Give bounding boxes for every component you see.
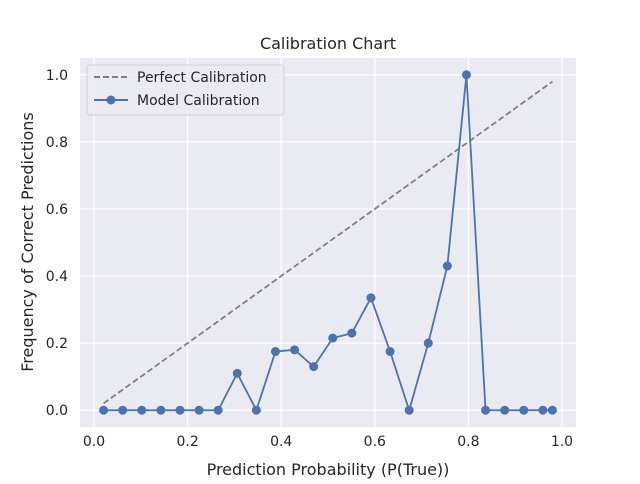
y-tick-label: 0.0 bbox=[46, 403, 68, 419]
x-tick-label: 0.4 bbox=[270, 434, 292, 450]
model-calibration-point bbox=[175, 405, 185, 415]
y-tick-label: 0.2 bbox=[46, 336, 68, 352]
legend: Perfect Calibration Model Calibration bbox=[86, 64, 285, 116]
model-calibration-point bbox=[309, 362, 319, 372]
model-calibration-point bbox=[251, 405, 261, 415]
model-calibration-point bbox=[347, 328, 357, 338]
x-tick-label: 0.6 bbox=[364, 434, 386, 450]
model-calibration-point bbox=[461, 70, 471, 80]
legend-model-calibration-label: Model Calibration bbox=[137, 93, 260, 109]
plot-area bbox=[80, 58, 576, 427]
model-calibration-point bbox=[519, 405, 529, 415]
model-calibration-point bbox=[385, 347, 395, 357]
series-layer bbox=[99, 70, 557, 415]
model-calibration-point bbox=[118, 405, 128, 415]
y-axis-ticks: 0.0 0.2 0.4 0.6 0.8 1.0 bbox=[46, 68, 68, 419]
x-tick-label: 1.0 bbox=[551, 434, 573, 450]
legend-box bbox=[86, 64, 285, 116]
model-calibration-point bbox=[500, 405, 510, 415]
model-calibration-point bbox=[290, 345, 300, 355]
perfect-calibration-line bbox=[103, 80, 553, 405]
model-calibration-point bbox=[194, 405, 204, 415]
x-axis-label: Prediction Probability (P(True)) bbox=[207, 460, 450, 479]
x-tick-label: 0.0 bbox=[83, 434, 105, 450]
model-calibration-point bbox=[156, 405, 166, 415]
legend-perfect-calibration-label: Perfect Calibration bbox=[137, 70, 267, 86]
legend-model-calibration-marker bbox=[106, 95, 116, 105]
x-tick-label: 0.8 bbox=[457, 434, 479, 450]
chart-title: Calibration Chart bbox=[260, 34, 396, 53]
y-tick-label: 0.4 bbox=[46, 269, 68, 285]
model-calibration-point bbox=[481, 405, 491, 415]
model-calibration-point bbox=[547, 405, 557, 415]
model-calibration-point bbox=[99, 405, 109, 415]
y-tick-label: 0.6 bbox=[46, 202, 68, 218]
x-tick-label: 0.2 bbox=[176, 434, 198, 450]
model-calibration-point bbox=[213, 405, 223, 415]
model-calibration-point bbox=[404, 405, 414, 415]
model-calibration-point bbox=[137, 405, 147, 415]
model-calibration-point bbox=[538, 405, 548, 415]
y-tick-label: 1.0 bbox=[46, 68, 68, 84]
model-calibration-point bbox=[423, 338, 433, 348]
model-calibration-point bbox=[232, 368, 242, 378]
model-calibration-point bbox=[328, 333, 338, 343]
model-calibration-point bbox=[366, 293, 376, 303]
model-calibration-point bbox=[442, 261, 452, 271]
model-calibration-point bbox=[270, 347, 280, 357]
x-axis-ticks: 0.0 0.2 0.4 0.6 0.8 1.0 bbox=[83, 434, 573, 450]
y-tick-label: 0.8 bbox=[46, 135, 68, 151]
y-axis-label: Frequency of Correct Predictions bbox=[18, 112, 37, 372]
